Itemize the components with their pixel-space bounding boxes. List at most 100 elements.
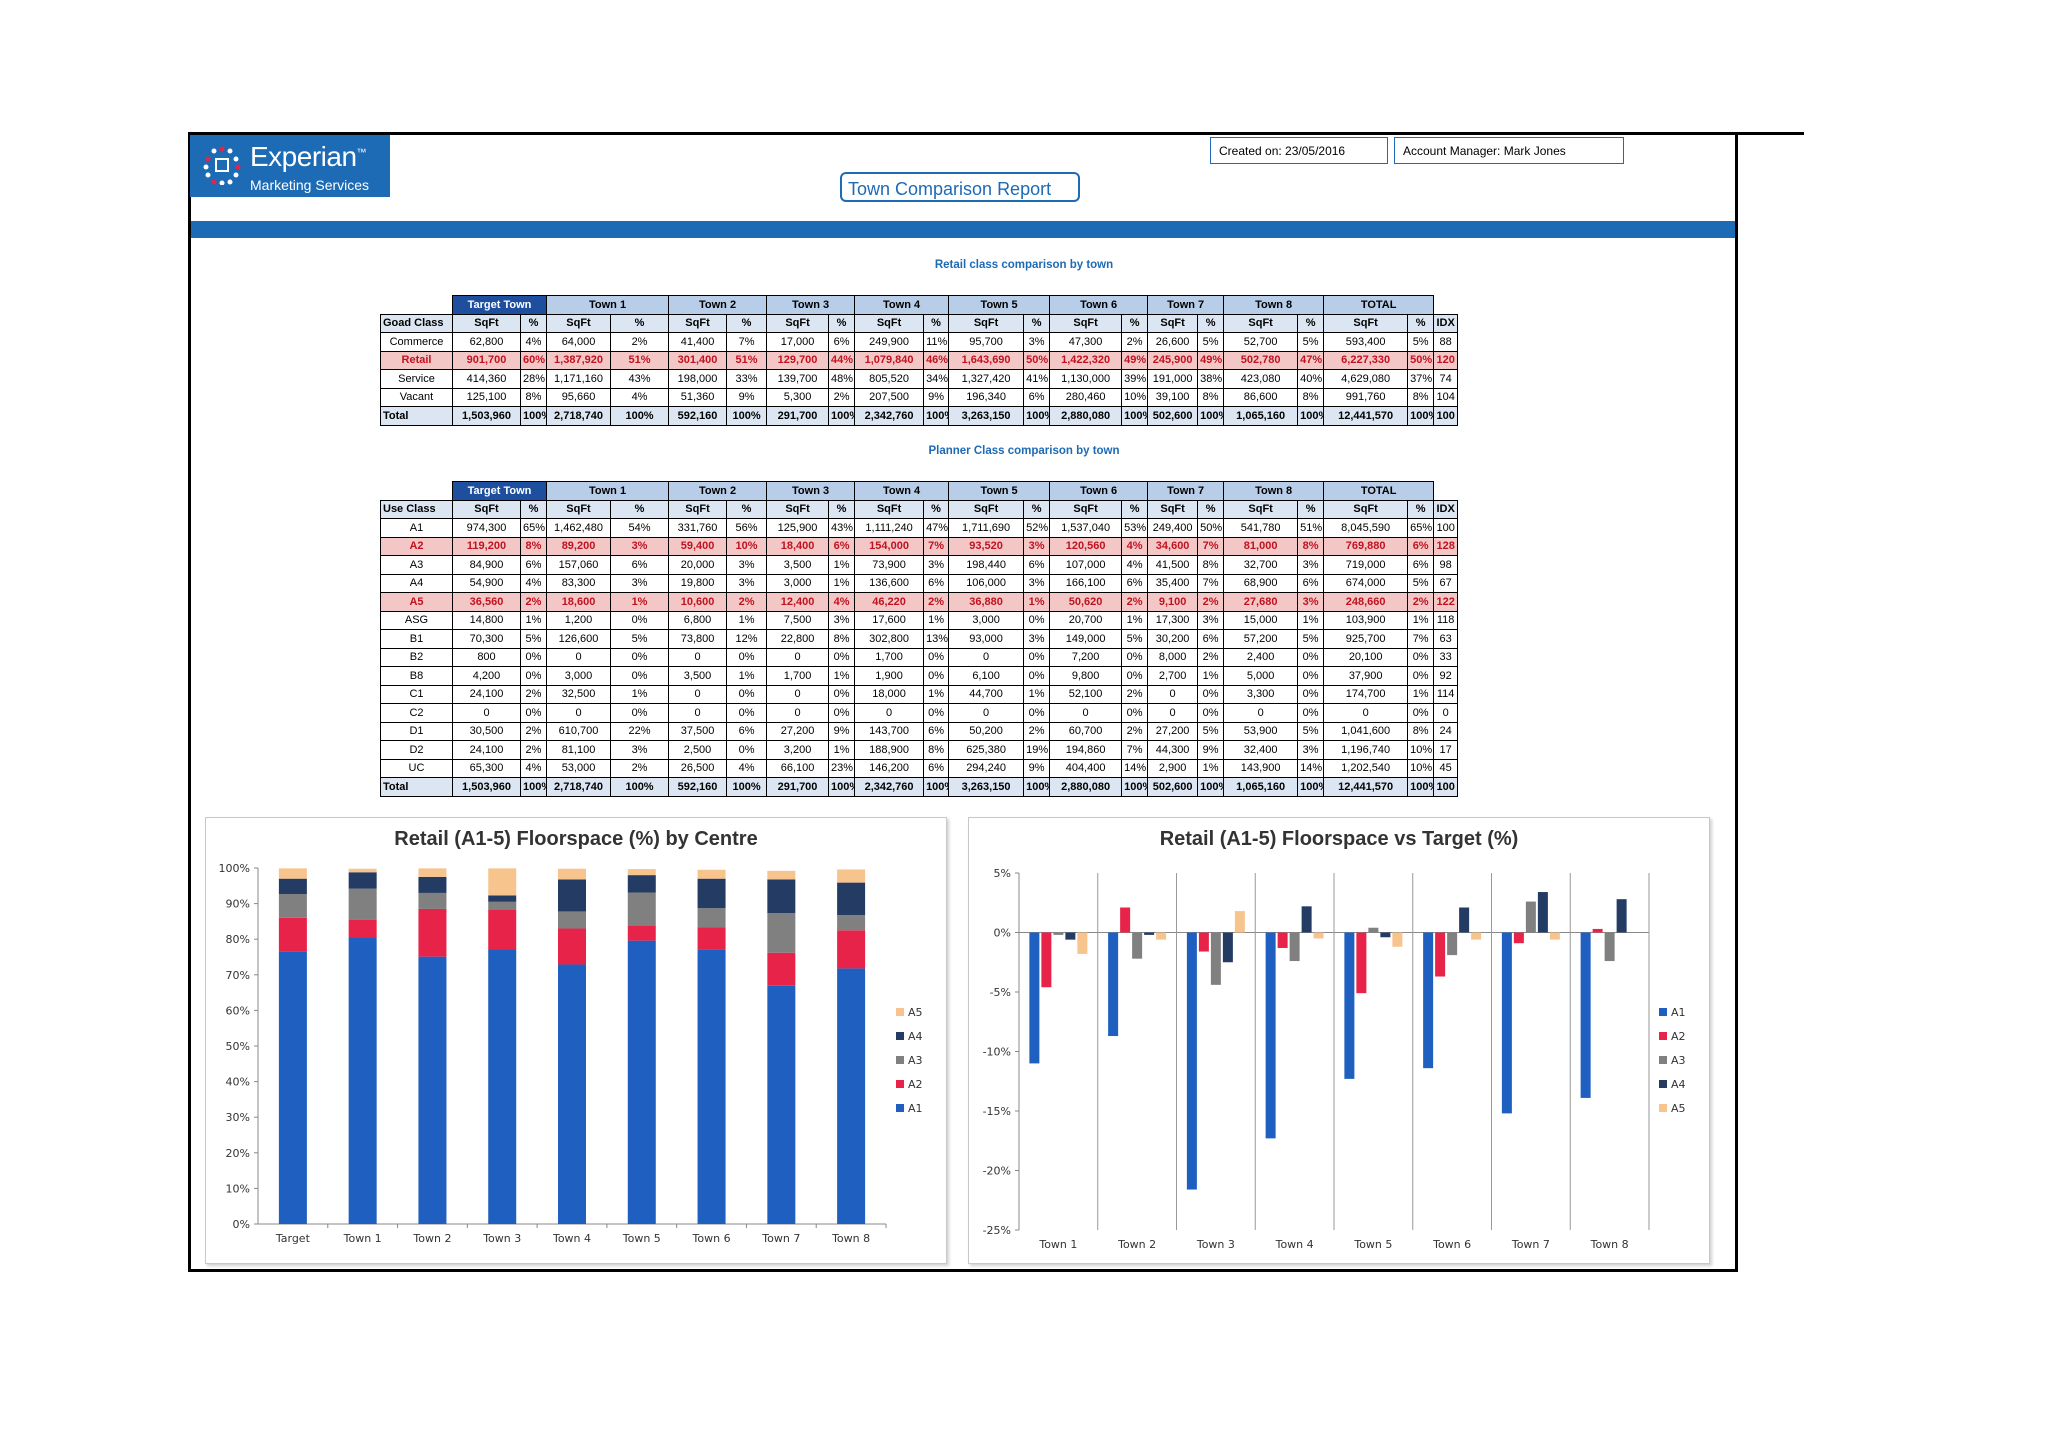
- bar-a1: [1186, 932, 1197, 1190]
- table-cell: 19%: [1023, 740, 1051, 760]
- legend-label: A1: [1671, 1006, 1686, 1019]
- table-cell: 6%: [1407, 555, 1435, 575]
- table-cell: 17,600: [854, 610, 925, 630]
- subcol-header: SqFt: [1323, 313, 1409, 333]
- table-cell: 20,700: [1049, 610, 1123, 630]
- x-tick-label: Town 5: [622, 1232, 661, 1245]
- town-header: Town 1: [546, 295, 670, 314]
- y-tick-label: -15%: [983, 1105, 1011, 1118]
- table-cell: 2,700: [1147, 666, 1199, 686]
- table-cell: 1%: [923, 684, 950, 704]
- bar-a1: [1029, 932, 1040, 1064]
- table-cell: 73,800: [668, 629, 728, 649]
- table-cell: 1,503,960: [452, 777, 521, 797]
- table-cell: 53,900: [1223, 721, 1299, 741]
- table-cell: 32,500: [546, 684, 612, 704]
- bar-a1: [767, 985, 796, 1224]
- town-header: Town 3: [766, 481, 856, 500]
- table-cell: 98: [1433, 555, 1459, 575]
- town-header: Town 7: [1147, 295, 1225, 314]
- table-cell: 100: [1433, 518, 1459, 538]
- table-cell: 174,700: [1323, 684, 1409, 704]
- table-cell: 0: [1049, 703, 1123, 723]
- table-cell: 8%: [1407, 387, 1435, 407]
- table-cell: 44,700: [948, 684, 1025, 704]
- table-cell: 83,300: [546, 573, 612, 593]
- subcol-header: %: [610, 499, 670, 519]
- bar-a1: [1344, 932, 1355, 1079]
- subcol-header: SqFt: [1323, 499, 1409, 519]
- subcol-header: SqFt: [452, 313, 521, 333]
- bar-a4: [627, 875, 656, 893]
- table-cell: 593,400: [1323, 332, 1409, 352]
- table-cell: 1,202,540: [1323, 758, 1409, 778]
- table-cell: 4%: [610, 387, 670, 407]
- table-cell: 805,520: [854, 369, 925, 389]
- table-cell: 502,780: [1223, 350, 1299, 370]
- subcol-header: %: [726, 313, 768, 333]
- bar-a1: [488, 949, 517, 1224]
- subcol-header: SqFt: [1049, 499, 1123, 519]
- table-cell: 100%: [923, 406, 950, 426]
- town-header: TOTAL: [1323, 295, 1435, 314]
- table-cell: 19,800: [668, 573, 728, 593]
- subcol-header: SqFt: [452, 499, 521, 519]
- table-cell: 86,600: [1223, 387, 1299, 407]
- table-cell: 1%: [1407, 610, 1435, 630]
- row-label: UC: [380, 758, 453, 778]
- bar-a5: [1234, 911, 1245, 933]
- table-cell: 118: [1433, 610, 1459, 630]
- table-cell: 6%: [828, 332, 856, 352]
- table-cell: 1,700: [854, 647, 925, 667]
- table-cell: 30,200: [1147, 629, 1199, 649]
- subcol-header: %: [610, 313, 670, 333]
- table-cell: 34%: [923, 369, 950, 389]
- bar-a2: [627, 925, 656, 941]
- planner-section-title: Planner Class comparison by town: [928, 445, 1120, 457]
- table-cell: 70,300: [452, 629, 521, 649]
- table-cell: 74: [1433, 369, 1459, 389]
- subcol-header: %: [1197, 499, 1225, 519]
- bar-a3: [837, 914, 866, 931]
- table-cell: 3%: [1023, 573, 1051, 593]
- table-cell: 33%: [726, 369, 768, 389]
- table-cell: 1%: [923, 610, 950, 630]
- table-cell: 125,100: [452, 387, 521, 407]
- table-cell: 95,660: [546, 387, 612, 407]
- bar-a4: [488, 895, 517, 902]
- bar-a3: [1053, 932, 1064, 935]
- table-cell: 50%: [1023, 350, 1051, 370]
- table-cell: 136,600: [854, 573, 925, 593]
- table-cell: 0: [1147, 703, 1199, 723]
- variance-chart-panel: Retail (A1-5) Floorspace vs Target (%) 5…: [968, 817, 1710, 1264]
- table-cell: 1%: [1121, 610, 1149, 630]
- table-cell: 53,000: [546, 758, 612, 778]
- table-cell: 1%: [1297, 610, 1325, 630]
- subcol-header: %: [1297, 499, 1325, 519]
- table-cell: 10%: [726, 536, 768, 556]
- table-cell: 331,760: [668, 518, 728, 538]
- town-header: Town 4: [854, 295, 950, 314]
- table-cell: 1,700: [766, 666, 830, 686]
- bar-a4: [1144, 932, 1155, 935]
- table-cell: 65%: [1407, 518, 1435, 538]
- table-cell: 129,700: [766, 350, 830, 370]
- table-cell: 38%: [1197, 369, 1225, 389]
- table-cell: 36,560: [452, 592, 521, 612]
- table-cell: 0%: [923, 703, 950, 723]
- table-cell: 6%: [1197, 629, 1225, 649]
- table-cell: 33: [1433, 647, 1459, 667]
- y-tick-label: 30%: [226, 1111, 250, 1124]
- table-cell: 6%: [1121, 573, 1149, 593]
- table-cell: 35,400: [1147, 573, 1199, 593]
- bar-a5: [488, 868, 517, 896]
- row-label: D1: [380, 721, 453, 741]
- table-cell: 8%: [923, 740, 950, 760]
- x-tick-label: Town 4: [1275, 1238, 1314, 1251]
- header-band: [191, 221, 1735, 238]
- table-cell: 18,000: [854, 684, 925, 704]
- table-cell: 122: [1433, 592, 1459, 612]
- table-cell: 191,000: [1147, 369, 1199, 389]
- table-cell: 100%: [1407, 406, 1435, 426]
- table-cell: 7%: [1197, 536, 1225, 556]
